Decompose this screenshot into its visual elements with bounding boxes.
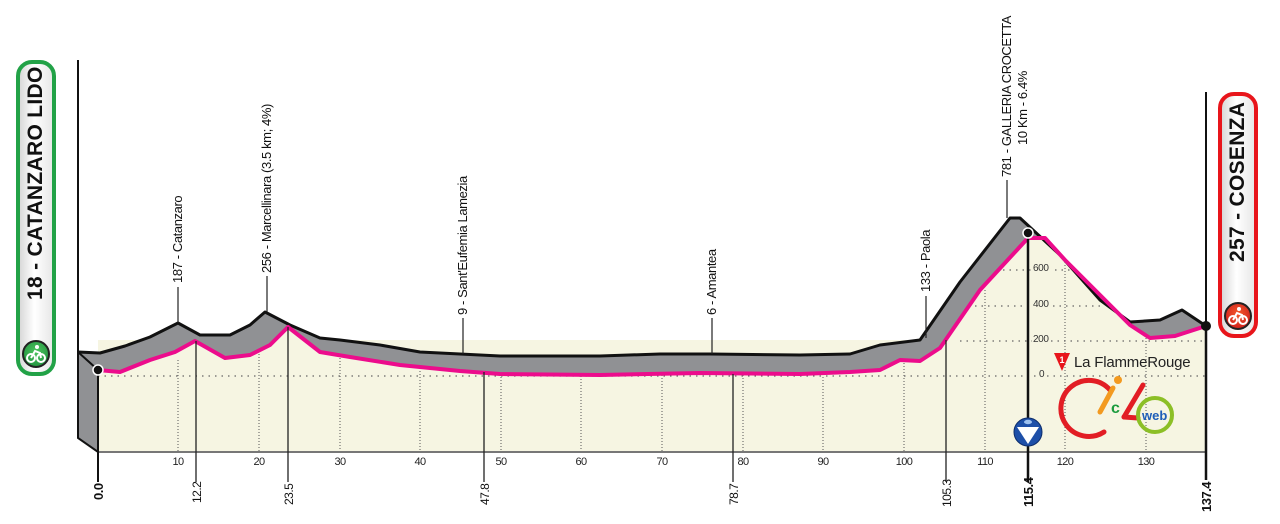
km-marker-paola: 105.3 xyxy=(940,479,954,507)
x-tick-130: 130 xyxy=(1137,456,1155,468)
flamme-rouge-triangle-icon: 1 xyxy=(1054,353,1070,371)
flamme-rouge-logo: 1 La FlammeRouge xyxy=(1054,353,1191,371)
flamme-rouge-text: La FlammeRouge xyxy=(1074,353,1191,371)
climb-label-catanzaro: 187 - Catanzaro xyxy=(170,195,185,283)
finish-town-label: 257 - COSENZA xyxy=(1226,101,1249,262)
y-gridlines xyxy=(98,269,1206,377)
x-tick-60: 60 xyxy=(575,456,587,468)
km-marker-marcellinara: 23.5 xyxy=(282,483,296,505)
x-tick-80: 80 xyxy=(737,456,749,468)
climb-label-amantea: 6 - Amantea xyxy=(704,249,719,315)
climb-label-crocetta: 781 - GALLERIA CROCETTA xyxy=(999,15,1014,177)
km-marker-amantea: 78.7 xyxy=(727,483,741,505)
climb-label-lamezia: 9 - Sant'Eufemia Lamezia xyxy=(455,176,470,315)
climb-label-crocetta-gradient: 10 Km - 6.4% xyxy=(1015,71,1030,145)
cicloweb-logo xyxy=(1058,376,1174,439)
alt-tick-400: 400 xyxy=(1032,299,1050,310)
km-marker-lamezia: 47.8 xyxy=(478,483,492,505)
x-tick-100: 100 xyxy=(895,456,913,468)
kom-triangle-icon xyxy=(1013,417,1043,447)
alt-tick-0: 0 xyxy=(1038,369,1046,380)
alt-tick-200: 200 xyxy=(1032,334,1050,345)
altitude-line xyxy=(97,236,1207,377)
start-dot xyxy=(92,364,104,376)
finish-town-badge: 257 - COSENZA xyxy=(1218,92,1258,338)
svg-text:1: 1 xyxy=(1059,355,1064,365)
x-tick-120: 120 xyxy=(1056,456,1074,468)
alt-tick-600: 600 xyxy=(1032,263,1050,274)
x-tick-30: 30 xyxy=(334,456,346,468)
x-tick-70: 70 xyxy=(656,456,668,468)
start-town-label: 18 - CATANZARO LIDO xyxy=(24,66,47,300)
km-marker-start: 0.0 xyxy=(91,483,106,500)
summit-dot xyxy=(1022,227,1034,239)
x-tick-50: 50 xyxy=(495,456,507,468)
cyclist-start-icon xyxy=(22,340,50,368)
cyclist-finish-icon xyxy=(1224,302,1252,330)
km-marker-catanzaro: 12.2 xyxy=(190,481,204,503)
x-tick-90: 90 xyxy=(817,456,829,468)
km-marker-summit: 115.4 xyxy=(1021,477,1036,507)
cicloweb-c: c xyxy=(1111,400,1120,417)
x-tick-10: 10 xyxy=(172,456,184,468)
profile-fill xyxy=(98,238,1206,452)
climb-leaders xyxy=(177,180,1008,354)
km-marker-finish: 137.4 xyxy=(1199,481,1214,512)
finish-dot xyxy=(1201,321,1211,331)
km-marker-lines xyxy=(195,327,947,482)
climb-label-paola: 133 - Paola xyxy=(918,229,933,292)
x-gridlines xyxy=(177,262,1147,452)
x-tick-40: 40 xyxy=(414,456,426,468)
start-town-badge: 18 - CATANZARO LIDO xyxy=(16,60,56,376)
cicloweb-web: web xyxy=(1142,408,1168,423)
x-tick-20: 20 xyxy=(253,456,265,468)
x-tick-110: 110 xyxy=(977,456,993,468)
climb-label-marcellinara: 256 - Marcellinara (3.5 km; 4%) xyxy=(259,104,274,273)
